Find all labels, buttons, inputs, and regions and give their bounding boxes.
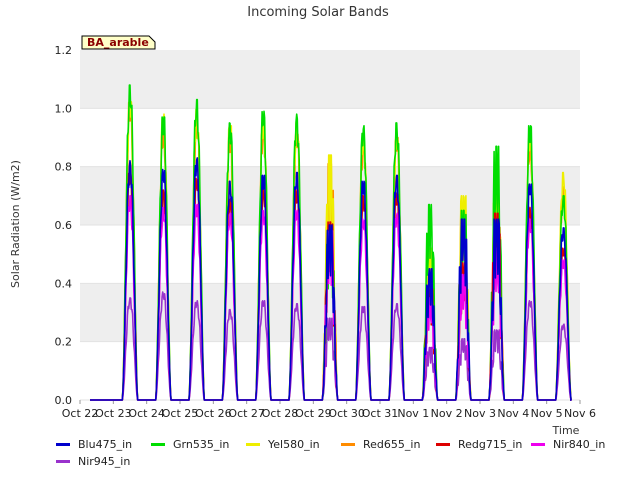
- y-tick-label: 1.0: [55, 102, 73, 115]
- site-label: BA_arable: [81, 35, 156, 50]
- site-label-box: [81, 35, 156, 50]
- legend-swatch: [151, 443, 165, 446]
- x-tick-label: Oct 22: [62, 407, 99, 420]
- legend-label: Nir840_in: [553, 438, 606, 451]
- x-tick-label: Oct 26: [195, 407, 232, 420]
- x-tick-label: Oct 31: [362, 407, 399, 420]
- legend-item: Nir945_in: [56, 455, 154, 468]
- legend-row: Nir945_in: [56, 453, 626, 470]
- legend-item: Redg715_in: [436, 438, 531, 451]
- x-tick-label: Nov 4: [497, 407, 529, 420]
- y-tick-label: 1.2: [55, 44, 73, 57]
- legend-swatch: [531, 443, 545, 446]
- x-tick-label: Nov 6: [564, 407, 596, 420]
- site-label-text: BA_arable: [87, 36, 149, 49]
- legend-item: Nir840_in: [531, 438, 626, 451]
- legend-swatch: [436, 443, 450, 446]
- x-tick-label: Nov 5: [531, 407, 563, 420]
- x-tick-label: Oct 30: [328, 407, 365, 420]
- x-tick-label: Oct 29: [295, 407, 332, 420]
- x-axis-label: Time: [552, 424, 580, 437]
- legend-swatch: [56, 460, 70, 463]
- x-tick-label: Nov 2: [431, 407, 463, 420]
- x-tick-label: Oct 23: [95, 407, 132, 420]
- series-line-blu475-in: [90, 157, 572, 401]
- legend-label: Grn535_in: [173, 438, 230, 451]
- y-tick-label: 0.8: [55, 161, 73, 174]
- legend-item: Red655_in: [341, 438, 436, 451]
- legend-label: Nir945_in: [78, 455, 131, 468]
- y-tick-label: 0.4: [55, 277, 73, 290]
- legend-label: Blu475_in: [78, 438, 133, 451]
- x-tick-label: Oct 28: [262, 407, 299, 420]
- legend-item: Grn535_in: [151, 438, 246, 451]
- x-tick-label: Nov 1: [397, 407, 429, 420]
- legend-row: Blu475_in Grn535_in Yel580_in Red655_in Redg…: [56, 436, 626, 453]
- legend-label: Red655_in: [363, 438, 421, 451]
- legend: Blu475_in Grn535_in Yel580_in Red655_in Redg…: [56, 436, 626, 470]
- legend-swatch: [341, 443, 355, 446]
- legend-swatch: [56, 443, 70, 446]
- y-tick-label: 0.6: [55, 219, 73, 232]
- chart-title: Incoming Solar Bands: [247, 5, 389, 20]
- y-tick-label: 0.0: [55, 394, 73, 407]
- legend-item: Blu475_in: [56, 438, 151, 451]
- x-tick-label: Oct 24: [128, 407, 165, 420]
- grid-band: [80, 50, 580, 109]
- legend-swatch: [246, 443, 260, 446]
- legend-label: Yel580_in: [268, 438, 320, 451]
- y-axis-label: Solar Radiation (W/m2): [9, 160, 22, 288]
- legend-label: Redg715_in: [458, 438, 523, 451]
- x-tick-label: Oct 27: [228, 407, 265, 420]
- x-tick-label: Nov 3: [464, 407, 496, 420]
- x-tick-label: Oct 25: [162, 407, 199, 420]
- legend-item: Yel580_in: [246, 438, 341, 451]
- y-tick-label: 0.2: [55, 336, 73, 349]
